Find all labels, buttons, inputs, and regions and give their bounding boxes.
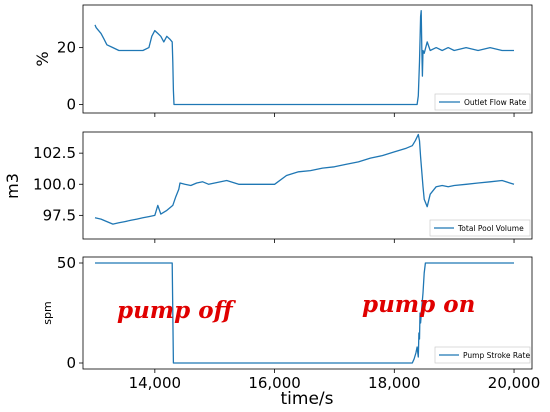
x-axis-label: time/s	[281, 389, 334, 409]
legend-box	[434, 346, 531, 364]
series-line	[94, 133, 515, 225]
annotation-pump-on: pump on	[362, 291, 475, 318]
x-tick-label: 20,000	[488, 374, 541, 392]
series-line	[94, 10, 514, 106]
plot-area	[82, 256, 533, 370]
y-tick-label: 102.5	[33, 144, 76, 162]
y-axis-label: %	[33, 51, 52, 66]
legend: Total Pool Volume	[429, 219, 531, 237]
y-tick-label: 50	[57, 254, 76, 272]
y-tick-label: 20	[57, 39, 76, 57]
series-line	[95, 262, 514, 364]
plot-area	[82, 131, 533, 240]
x-tick-label: 18,000	[368, 374, 421, 392]
panel-outlet-flow-rate: 0 20 % Outlet Flow Rate	[33, 4, 533, 117]
plot-area	[82, 4, 533, 114]
x-tick-label: 16,000	[248, 374, 301, 392]
y-tick-label: 97.5	[43, 206, 76, 224]
legend-box	[434, 93, 531, 111]
legend-label: Outlet Flow Rate	[464, 98, 527, 107]
y-tick-label: 0	[66, 354, 76, 372]
legend: Outlet Flow Rate	[434, 93, 531, 111]
legend: Pump Stroke Rate	[434, 346, 531, 364]
y-axis-label: m3	[3, 173, 22, 199]
y-axis-label: spm	[41, 301, 54, 324]
annotation-pump-off: pump off	[117, 297, 237, 324]
legend-box	[429, 219, 531, 237]
y-tick-label: 0	[66, 95, 76, 113]
legend-label: Pump Stroke Rate	[463, 351, 530, 360]
x-tick-label: 14,000	[129, 374, 182, 392]
panel-pump-stroke-rate: 050 14,000 16,000 18,000 20,000 spm time/s …	[41, 254, 540, 409]
y-tick-label: 100.0	[33, 175, 76, 193]
legend-label: Total Pool Volume	[457, 224, 524, 233]
panel-total-pool-volume: 97.5 100.0 102.5 m3 Total Pool Volume	[3, 131, 533, 243]
